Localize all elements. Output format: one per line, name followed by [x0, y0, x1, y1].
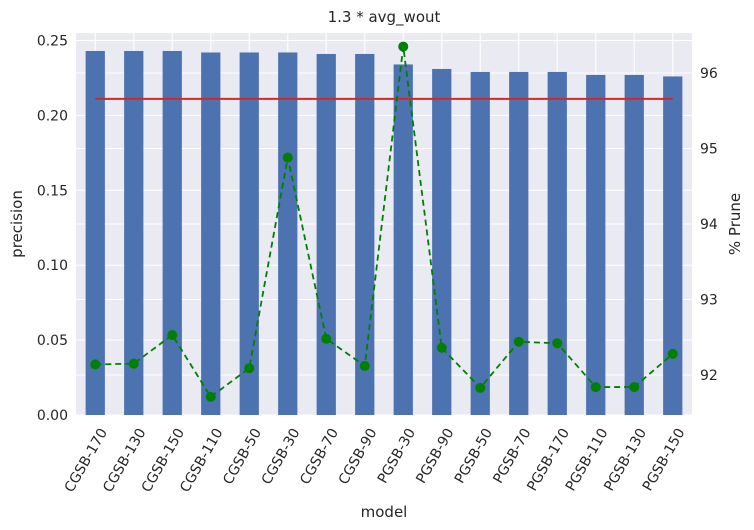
bar	[432, 68, 452, 415]
y-axis-title: precision	[8, 190, 26, 258]
bar	[509, 71, 529, 415]
bar	[547, 71, 567, 415]
y-tick-label: 0.15	[37, 183, 68, 199]
y-tick-label: 0.25	[37, 33, 68, 49]
bar	[624, 74, 644, 415]
bar	[201, 52, 221, 415]
y2-tick-label: 94	[700, 217, 718, 233]
prune-point	[128, 358, 139, 369]
prune-point	[398, 41, 409, 52]
y2-tick-label: 96	[700, 66, 718, 82]
y-tick-label: 0.20	[37, 108, 68, 124]
prune-point	[513, 336, 524, 347]
bar	[124, 50, 144, 415]
bar	[85, 50, 105, 415]
x-tick-label: PGSB-30	[375, 426, 419, 487]
bar	[586, 74, 606, 415]
prune-line	[95, 46, 674, 399]
prune-point	[244, 363, 255, 374]
y-tick-label: 0.00	[37, 408, 68, 424]
y-tick-label: 0.10	[37, 258, 68, 274]
prune-point	[436, 342, 447, 353]
bar	[663, 76, 683, 415]
y2-tick-label: 95	[700, 142, 718, 158]
prune-point	[475, 382, 486, 393]
y2-tick-label: 92	[700, 368, 718, 384]
prune-line-series	[90, 41, 678, 402]
bar	[470, 71, 490, 415]
bar	[278, 52, 298, 415]
prune-point	[90, 359, 101, 370]
bar-series	[85, 50, 683, 416]
prune-point	[282, 152, 293, 163]
bar	[239, 52, 259, 415]
prune-point	[321, 333, 332, 344]
x-tick-label: PGSB-50	[452, 426, 496, 487]
prune-point	[552, 338, 563, 349]
y2-tick-label: 93	[700, 292, 718, 308]
bar	[316, 53, 336, 416]
x-axis-title: model	[361, 503, 408, 521]
x-tick-label: PGSB-70	[490, 426, 534, 487]
prune-point	[629, 382, 640, 393]
prune-point	[167, 329, 178, 340]
bar	[393, 64, 413, 415]
prune-point	[667, 348, 678, 359]
chart-title: 1.3 * avg_wout	[328, 8, 441, 27]
prune-point	[359, 360, 370, 371]
x-tick-label: PGSB-90	[413, 426, 457, 487]
bar	[162, 50, 182, 415]
y-tick-label: 0.05	[37, 333, 68, 349]
prune-point	[205, 391, 216, 402]
y2-axis-title: % Prune	[726, 193, 744, 255]
prune-point	[590, 382, 601, 393]
